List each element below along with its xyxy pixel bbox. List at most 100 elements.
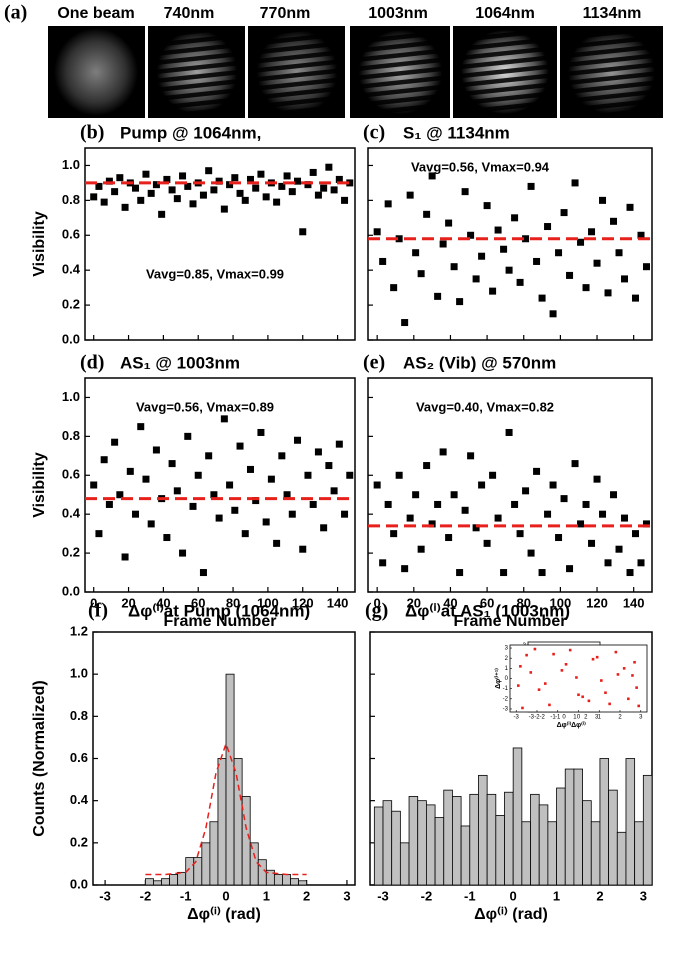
- data-point: [538, 569, 546, 577]
- data-point: [428, 520, 436, 528]
- histogram-bar: [538, 804, 549, 886]
- inset-point: [581, 695, 584, 699]
- image-caption: 770nm: [260, 5, 311, 22]
- data-point: [273, 198, 281, 206]
- data-point: [445, 219, 453, 227]
- inset-point: [529, 671, 533, 674]
- histogram-bar: [495, 815, 505, 886]
- data-point: [626, 569, 634, 577]
- data-point: [236, 189, 244, 197]
- data-point: [439, 240, 447, 248]
- data-point: [95, 182, 103, 190]
- histogram-bar: [452, 796, 462, 886]
- data-point: [423, 462, 431, 470]
- data-point: [283, 172, 291, 180]
- histogram-bar: [249, 842, 259, 886]
- inset-point: [560, 669, 564, 672]
- data-point: [395, 471, 403, 479]
- inset-point: [533, 647, 537, 651]
- x-tick-label: 140: [327, 595, 349, 610]
- inset-x-tick-label: 0: [577, 715, 581, 721]
- histogram-bar: [478, 774, 488, 886]
- data-point: [621, 275, 629, 283]
- data-point: [246, 175, 254, 183]
- histogram-bar: [512, 747, 523, 886]
- data-point: [560, 209, 568, 217]
- plot-frame: [84, 377, 356, 593]
- data-point: [445, 534, 453, 542]
- histogram-bar: [201, 842, 211, 886]
- inset-point: [604, 691, 607, 695]
- inset-point: [564, 662, 568, 666]
- data-point: [604, 289, 612, 297]
- data-point: [142, 475, 150, 483]
- data-point: [314, 448, 322, 456]
- inset-x-tick-label: 1: [573, 715, 577, 721]
- data-point: [571, 460, 579, 468]
- data-point: [461, 506, 469, 514]
- fringes: [456, 28, 554, 116]
- histogram-bar: [217, 758, 227, 886]
- annotation: Vavg=0.56, Vmax=0.94: [411, 159, 550, 174]
- data-point: [147, 520, 155, 528]
- fringes: [152, 28, 242, 116]
- x-tick-label: -2: [140, 888, 152, 903]
- data-point: [604, 559, 612, 567]
- histogram-bar: [564, 768, 575, 886]
- image-caption: 740nm: [164, 5, 215, 22]
- annotation: Vavg=0.85, Vmax=0.99: [146, 266, 284, 281]
- data-point: [577, 520, 585, 528]
- data-point: [489, 287, 497, 295]
- y-tick-label: 0.8: [62, 428, 80, 443]
- data-point: [252, 497, 260, 505]
- annotation: Vavg=0.56, Vmax=0.89: [136, 399, 274, 414]
- histogram-bar: [290, 878, 299, 886]
- histogram-bar: [282, 874, 291, 886]
- histogram-bar: [582, 800, 592, 886]
- y-tick-label: 0.6: [70, 750, 88, 765]
- data-point: [210, 186, 218, 194]
- panel-title: Pump @ 1064nm,: [120, 123, 261, 142]
- inset-point: [537, 688, 541, 691]
- data-point: [220, 415, 228, 423]
- panel-label: (b): [80, 122, 104, 144]
- data-point: [252, 184, 260, 192]
- data-point: [434, 500, 442, 508]
- inset-y-tick-label: -1: [503, 686, 509, 692]
- x-tick-label: 100: [257, 595, 279, 610]
- y-axis-label: Visibility: [31, 211, 48, 277]
- x-tick-label: 40: [156, 595, 170, 610]
- data-point: [621, 514, 629, 522]
- data-point: [428, 172, 436, 180]
- data-point: [246, 465, 254, 473]
- y-axis-label: Counts (Normalized): [31, 680, 48, 836]
- data-point: [241, 530, 249, 538]
- panel-label: (g): [365, 600, 388, 622]
- data-point: [516, 278, 524, 286]
- data-point: [489, 471, 497, 479]
- histogram-bar: [417, 800, 427, 886]
- x-tick-label: 80: [226, 595, 240, 610]
- histogram-bar: [399, 842, 410, 886]
- data-point: [210, 491, 218, 499]
- data-point: [262, 193, 270, 201]
- panel-label: (d): [80, 352, 104, 374]
- panel-label: (e): [363, 352, 385, 374]
- data-point: [566, 271, 574, 279]
- inset-x-tick-label: -2: [534, 715, 540, 721]
- histogram-bar: [257, 859, 267, 886]
- data-point: [373, 481, 381, 489]
- histogram-bar: [273, 874, 283, 886]
- inset-y-tick-label: 0: [505, 676, 509, 682]
- data-point: [384, 500, 392, 508]
- data-point: [231, 174, 239, 182]
- plot-frame: [367, 147, 653, 341]
- inset-x-tick-label: -3: [514, 715, 520, 721]
- data-point: [500, 569, 508, 577]
- x-tick-label: -2: [421, 888, 433, 903]
- data-point: [294, 436, 302, 444]
- data-point: [173, 487, 181, 495]
- image-caption: 1064nm: [475, 5, 535, 22]
- data-point: [450, 263, 458, 271]
- y-tick-label: 0.0: [62, 583, 80, 598]
